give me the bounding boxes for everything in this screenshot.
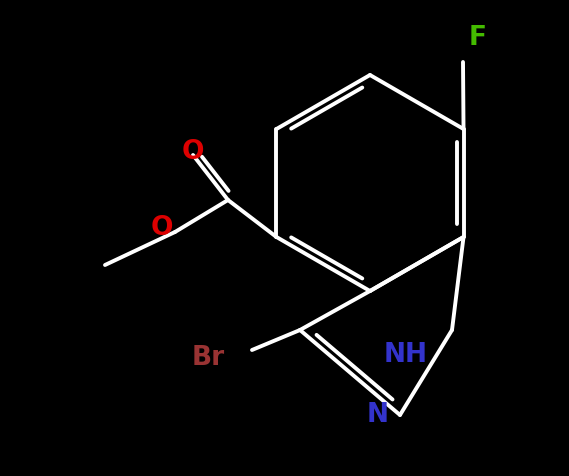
- Text: NH: NH: [384, 342, 428, 368]
- Text: Br: Br: [191, 345, 225, 371]
- Text: O: O: [151, 215, 173, 241]
- Text: N: N: [367, 402, 389, 428]
- Text: F: F: [469, 25, 487, 51]
- Text: O: O: [182, 139, 204, 165]
